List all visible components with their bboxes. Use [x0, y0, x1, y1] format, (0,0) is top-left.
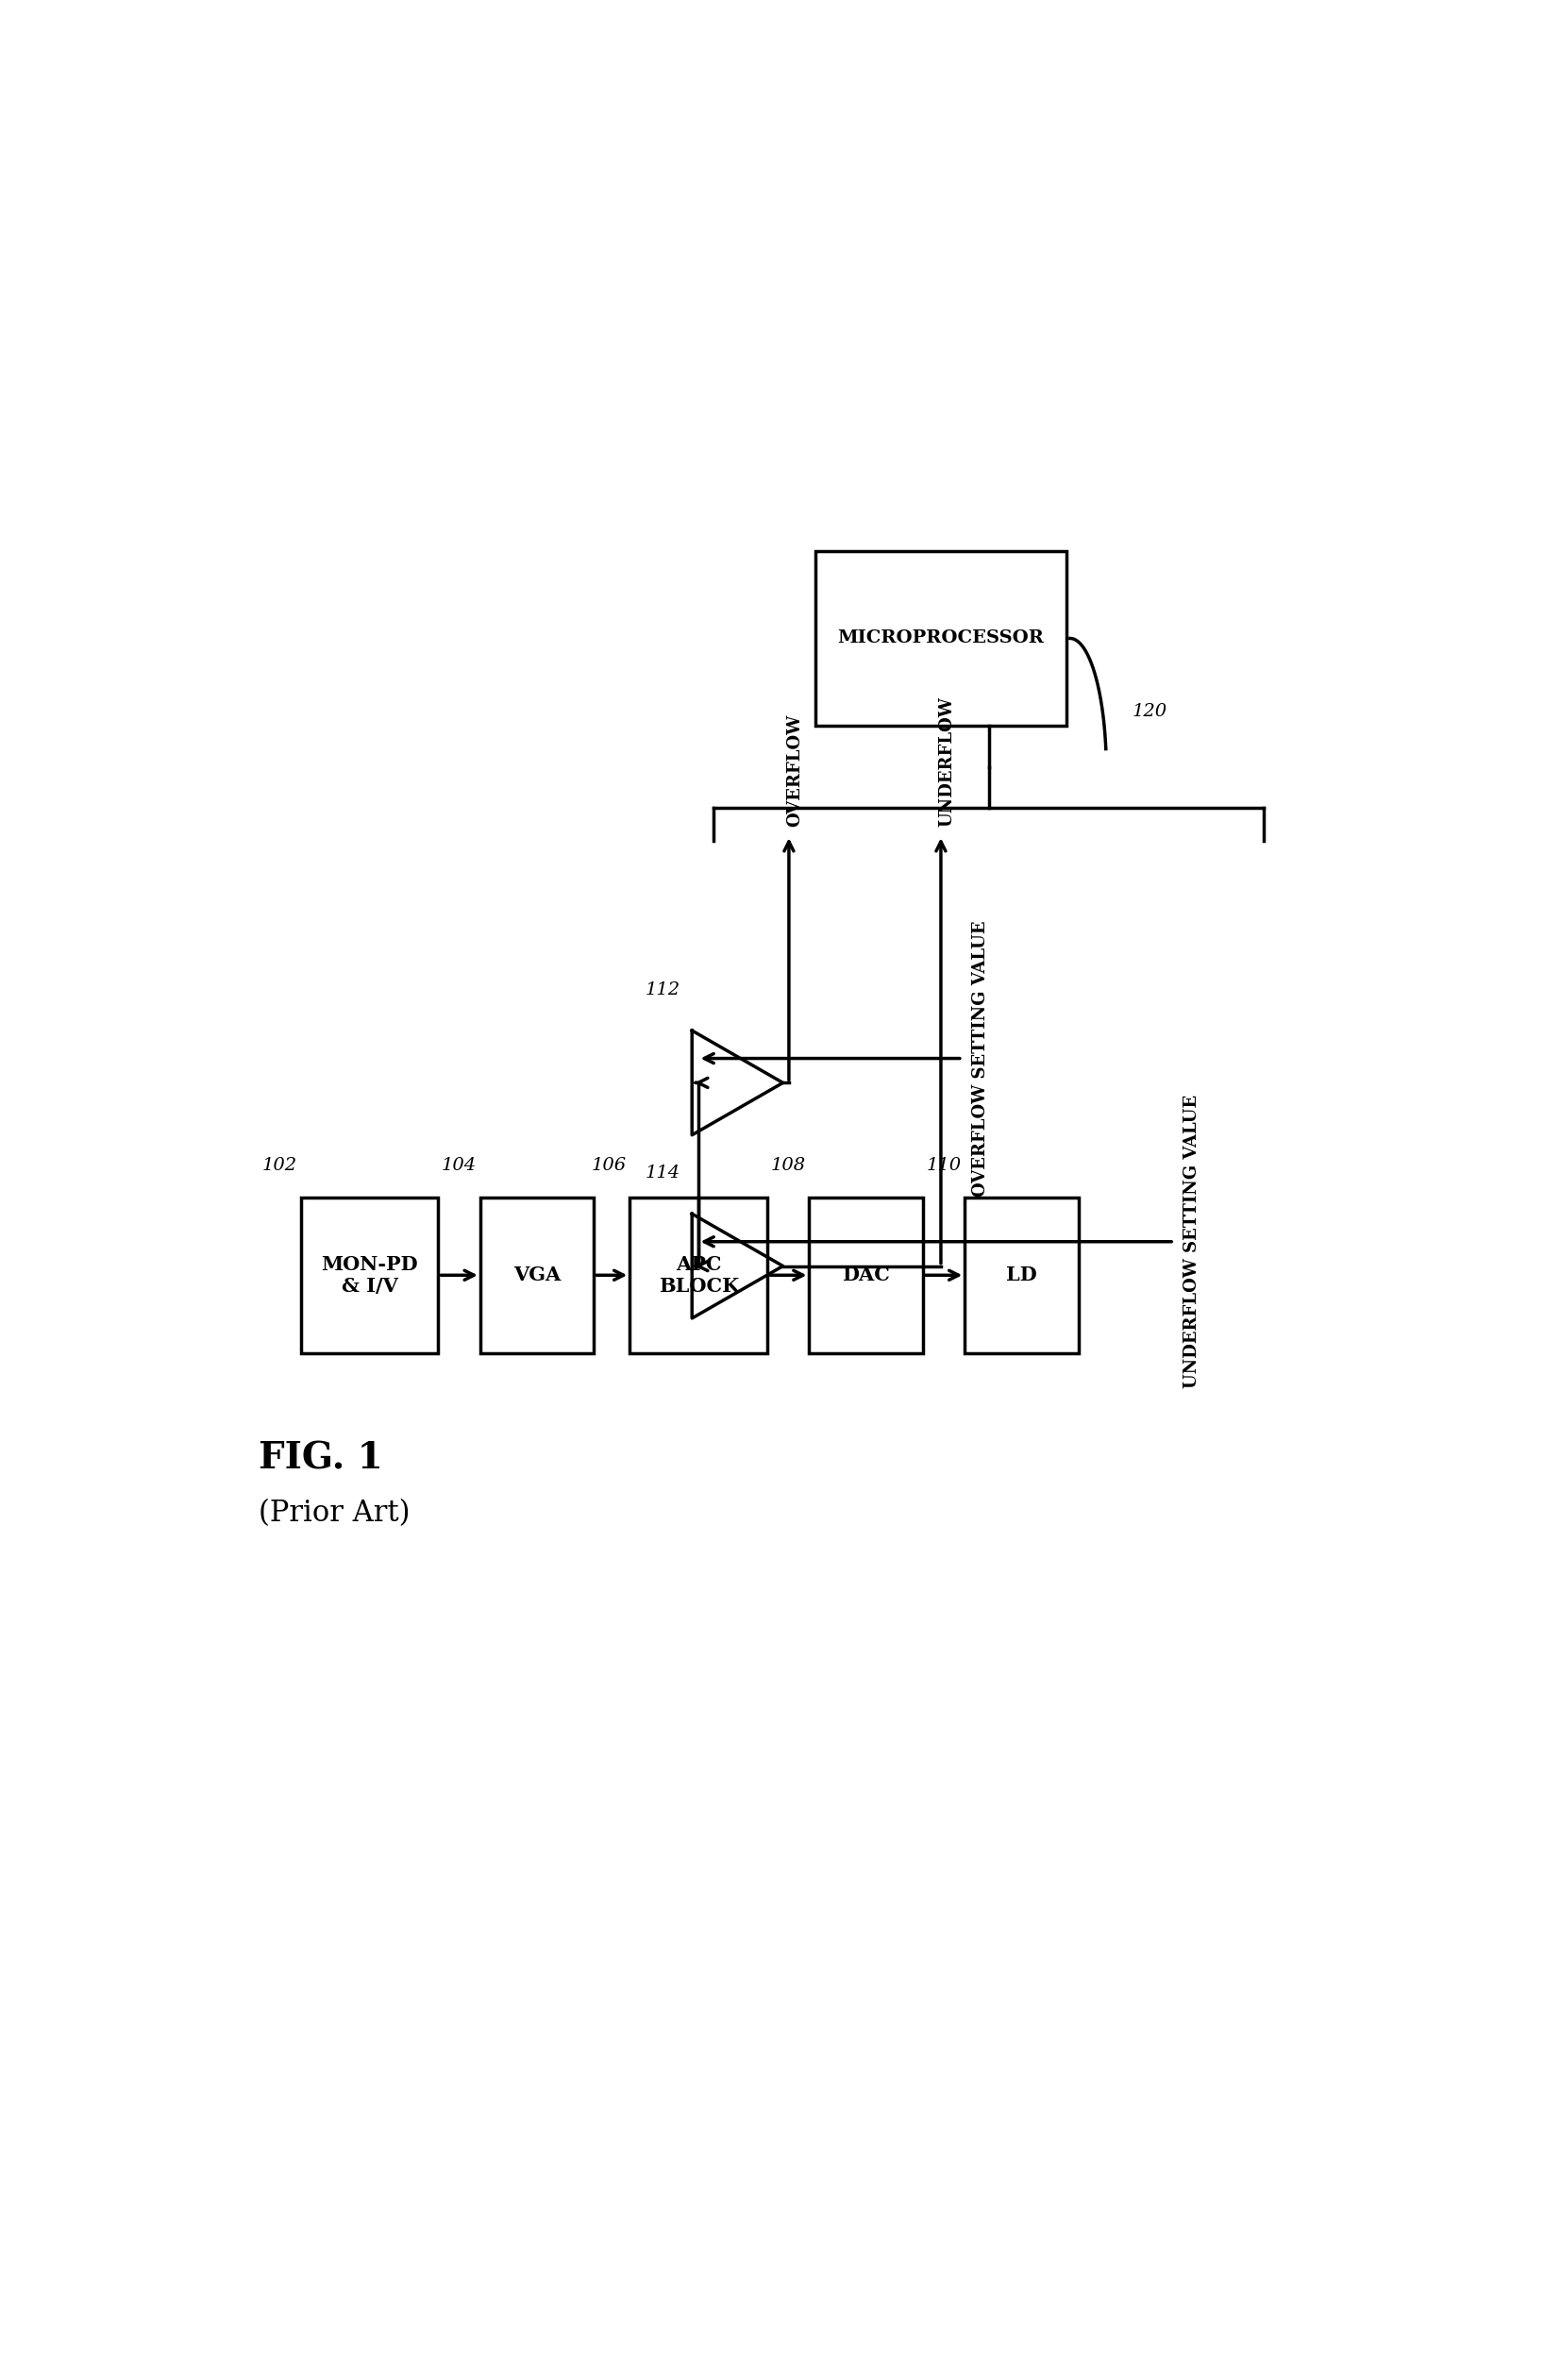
Text: OVERFLOW SETTING VALUE: OVERFLOW SETTING VALUE	[971, 921, 988, 1197]
FancyBboxPatch shape	[809, 1197, 923, 1354]
Text: 120: 120	[1132, 702, 1167, 721]
Text: 104: 104	[442, 1157, 477, 1173]
Text: 108: 108	[770, 1157, 806, 1173]
Text: APC
BLOCK: APC BLOCK	[658, 1254, 738, 1295]
FancyBboxPatch shape	[301, 1197, 438, 1354]
Text: 112: 112	[645, 981, 679, 1000]
Text: (Prior Art): (Prior Art)	[259, 1499, 411, 1528]
Text: 102: 102	[262, 1157, 296, 1173]
Text: UNDERFLOW: UNDERFLOW	[939, 695, 956, 826]
Text: LD: LD	[1007, 1266, 1038, 1285]
Text: 110: 110	[926, 1157, 962, 1173]
FancyBboxPatch shape	[815, 552, 1067, 726]
FancyBboxPatch shape	[480, 1197, 594, 1354]
Text: 114: 114	[645, 1164, 679, 1183]
Text: MICROPROCESSOR: MICROPROCESSOR	[837, 631, 1044, 647]
Text: VGA: VGA	[513, 1266, 560, 1285]
Text: OVERFLOW: OVERFLOW	[786, 714, 803, 826]
Text: FIG. 1: FIG. 1	[259, 1440, 383, 1476]
FancyBboxPatch shape	[630, 1197, 767, 1354]
Text: MON-PD
& I/V: MON-PD & I/V	[321, 1254, 418, 1295]
Text: 106: 106	[591, 1157, 627, 1173]
Text: UNDERFLOW SETTING VALUE: UNDERFLOW SETTING VALUE	[1184, 1095, 1201, 1388]
Text: DAC: DAC	[841, 1266, 889, 1285]
FancyBboxPatch shape	[965, 1197, 1078, 1354]
